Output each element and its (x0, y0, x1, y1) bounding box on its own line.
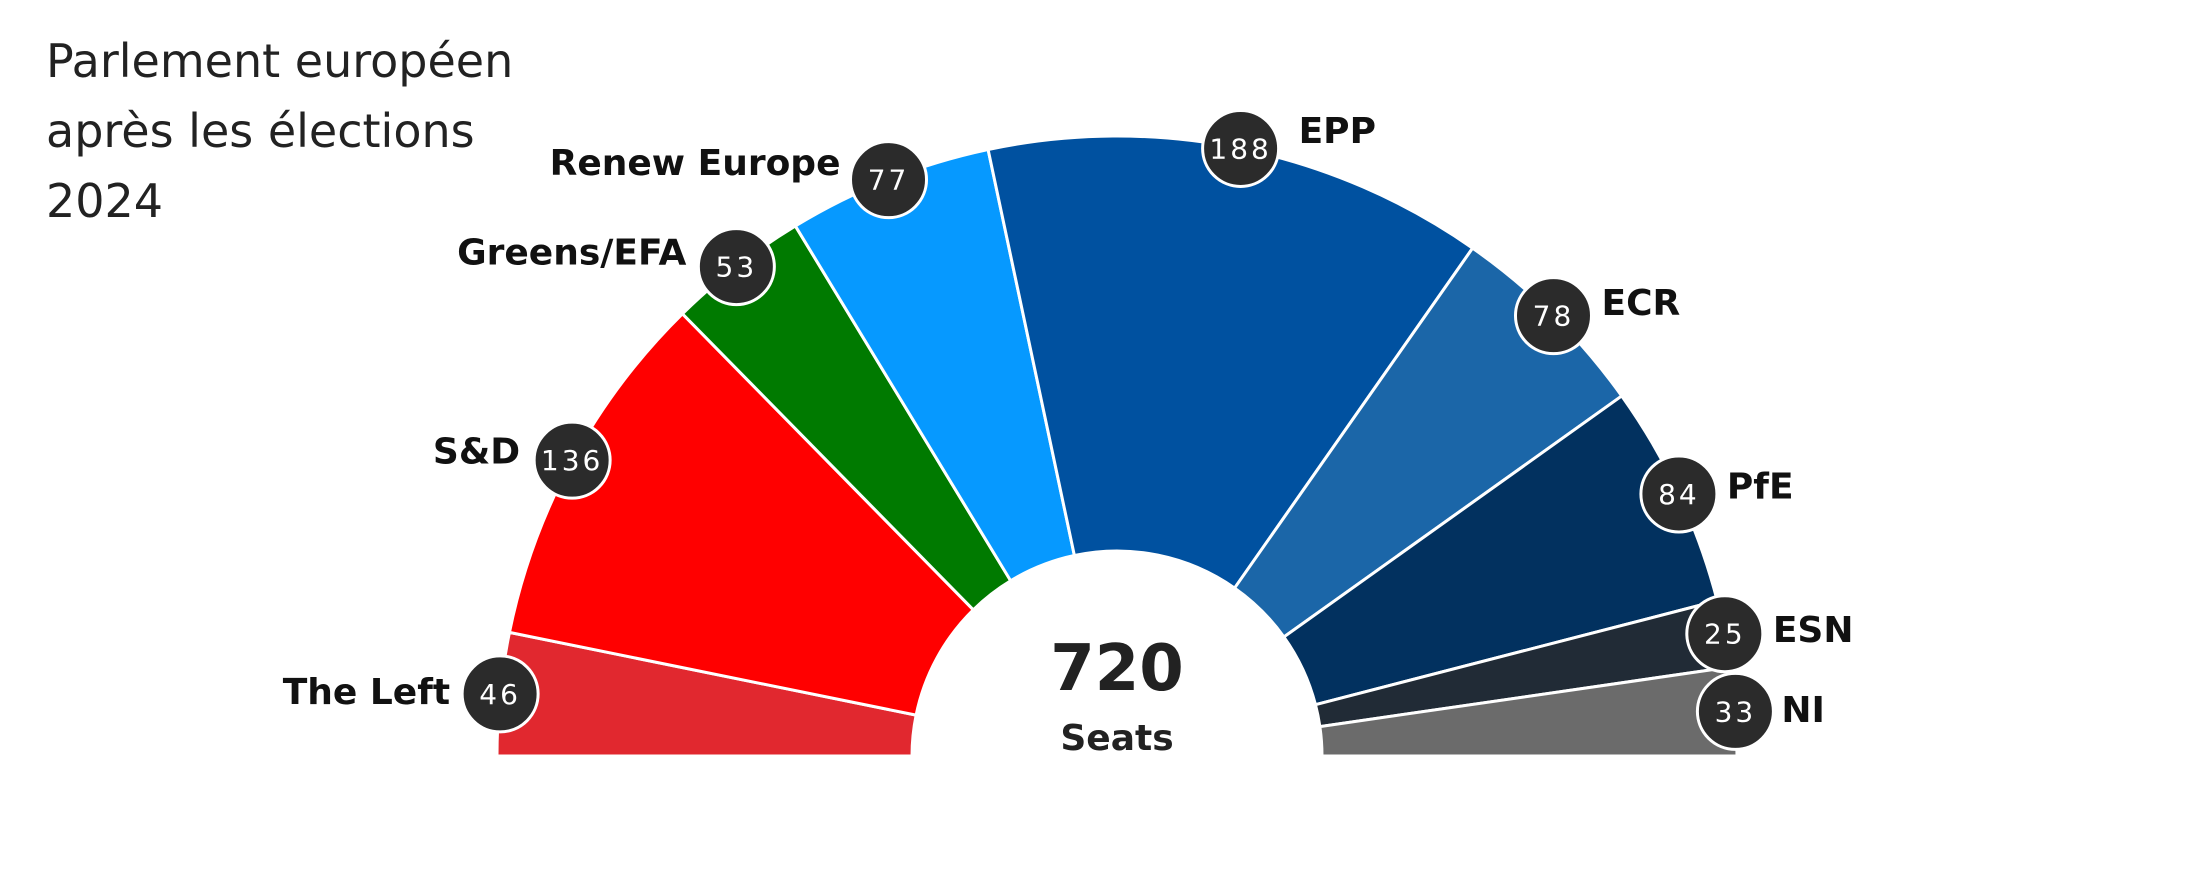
seat-badges: 46 136 53 77 188 78 84 25 33 (460, 108, 1775, 751)
party-label-esn: ESN (1773, 610, 1854, 651)
segment-s-d (507, 311, 976, 717)
seat-badge-epp (1201, 108, 1281, 188)
seat-count-esn: 25 (1704, 618, 1746, 651)
segment-ecr (1232, 246, 1624, 640)
party-label-renew-europe: Renew Europe (550, 143, 841, 184)
seat-segments (495, 134, 1739, 758)
seat-badge-pfe (1639, 454, 1719, 534)
seat-count-renew-europe: 77 (868, 164, 910, 197)
party-label-the-left: The Left (283, 672, 450, 713)
total-seats: 720 (1050, 632, 1184, 706)
party-label-ecr: ECR (1601, 283, 1680, 324)
party-label-ni: NI (1781, 690, 1825, 731)
seat-badge-renew-europe (849, 140, 929, 220)
seat-badge-ecr (1513, 276, 1593, 356)
seat-badge-esn (1685, 594, 1765, 674)
chart-title: Parlement européen après les élections 2… (46, 34, 514, 228)
segment-epp (986, 134, 1475, 591)
seat-count-ecr: 78 (1533, 300, 1575, 333)
seat-count-ni: 33 (1715, 695, 1757, 728)
seat-count-epp: 188 (1209, 132, 1271, 165)
total-seats-label: Seats (1060, 718, 1173, 759)
party-label-greens-efa: Greens/EFA (457, 232, 686, 273)
party-label-pfe: PfE (1727, 466, 1794, 507)
party-label-epp: EPP (1299, 111, 1376, 152)
seat-badge-greens-efa (696, 227, 776, 307)
seat-badge-s-d (532, 420, 612, 500)
seat-count-the-left: 46 (479, 678, 521, 711)
seat-count-pfe: 84 (1658, 478, 1700, 511)
party-label-s-d: S&D (433, 432, 520, 473)
seat-count-greens-efa: 53 (716, 251, 758, 284)
party-labels: The Left S&D Greens/EFA Renew Europe EPP ECR P… (283, 111, 1854, 731)
seat-badge-ni (1695, 671, 1775, 751)
segment-renew-europe (793, 147, 1077, 583)
seat-badge-the-left (460, 654, 540, 734)
seat-count-s-d: 136 (541, 444, 603, 477)
